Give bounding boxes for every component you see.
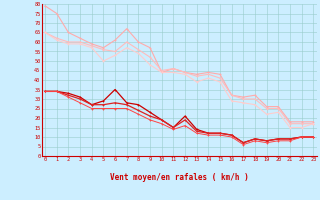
X-axis label: Vent moyen/en rafales ( km/h ): Vent moyen/en rafales ( km/h ) [110,173,249,182]
